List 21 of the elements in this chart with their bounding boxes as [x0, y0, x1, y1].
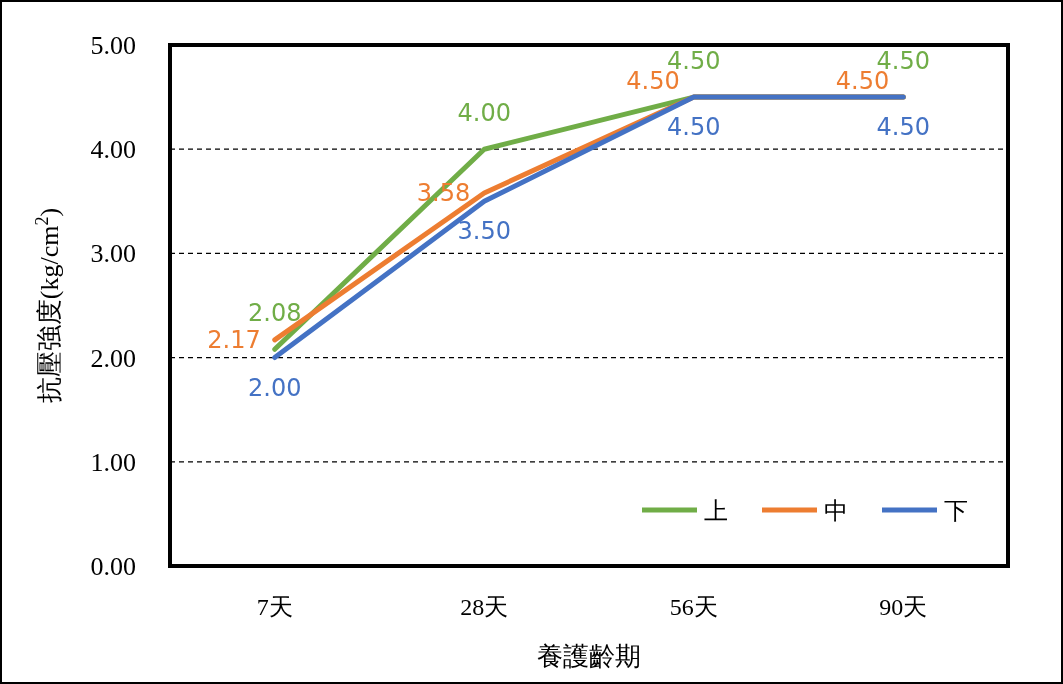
data-label: 4.50: [667, 113, 721, 142]
data-label: 2.00: [248, 373, 302, 402]
y-tick-label: 1.00: [90, 447, 136, 477]
x-tick-label: 7天: [256, 594, 293, 620]
data-label: 2.17: [207, 325, 261, 354]
data-label: 4.00: [457, 99, 511, 128]
y-tick-label: 0.00: [90, 552, 136, 581]
x-tick-label: 28天: [460, 594, 509, 620]
x-tick-label: 56天: [669, 594, 718, 620]
y-tick-label: 2.00: [90, 343, 136, 373]
y-tick-label: 5.00: [90, 31, 136, 60]
legend-label: 中: [824, 498, 848, 524]
data-label: 2.08: [248, 299, 302, 328]
x-axis-title: 養護齡期: [537, 642, 641, 671]
data-label: 4.50: [876, 113, 930, 142]
data-label: 3.50: [457, 217, 511, 246]
legend-label: 下: [944, 498, 968, 524]
legend-label: 上: [704, 498, 728, 524]
y-tick-label: 4.00: [90, 135, 136, 165]
y-tick-label: 3.00: [90, 239, 136, 269]
x-tick-label: 90天: [879, 594, 928, 620]
